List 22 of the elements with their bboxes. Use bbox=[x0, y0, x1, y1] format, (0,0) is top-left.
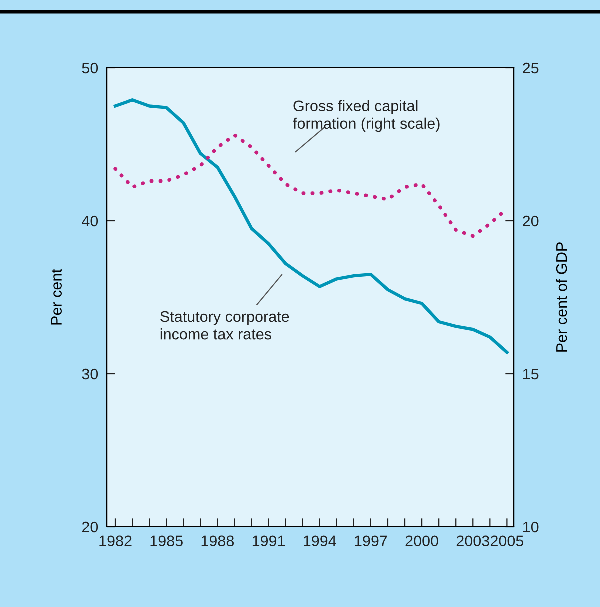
y2-tick-label: 15 bbox=[524, 369, 539, 380]
x-tick-label: 2000 bbox=[406, 536, 438, 547]
x-tick-label: 1994 bbox=[304, 536, 336, 547]
annotation: Gross fixed capital formation (right scale) bbox=[293, 100, 440, 132]
x-tick-label: 1988 bbox=[202, 536, 234, 547]
x-tick-label: 2005 bbox=[490, 536, 524, 547]
y2-axis-title: Per cent of GDP bbox=[556, 242, 568, 352]
y-tick-label: 40 bbox=[82, 216, 98, 227]
x-tick-label: 1997 bbox=[355, 536, 388, 547]
annotation: Statutory corporate income tax rates bbox=[160, 311, 290, 340]
y2-tick-label: 25 bbox=[523, 62, 539, 74]
x-tick-label: 2003 bbox=[456, 536, 490, 547]
x-tick-label: 1982 bbox=[100, 536, 132, 547]
y-tick-label: 50 bbox=[82, 62, 98, 74]
y-tick-label: 20 bbox=[82, 522, 98, 533]
y2-tick-label: 10 bbox=[524, 522, 539, 533]
y-tick-label: 30 bbox=[82, 368, 98, 380]
y-axis-title: Per cent bbox=[51, 269, 62, 325]
x-tick-label: 1985 bbox=[150, 536, 183, 547]
y2-tick-label: 20 bbox=[523, 216, 539, 227]
x-tick-label: 1991 bbox=[252, 536, 286, 547]
line-series bbox=[114, 98, 509, 354]
